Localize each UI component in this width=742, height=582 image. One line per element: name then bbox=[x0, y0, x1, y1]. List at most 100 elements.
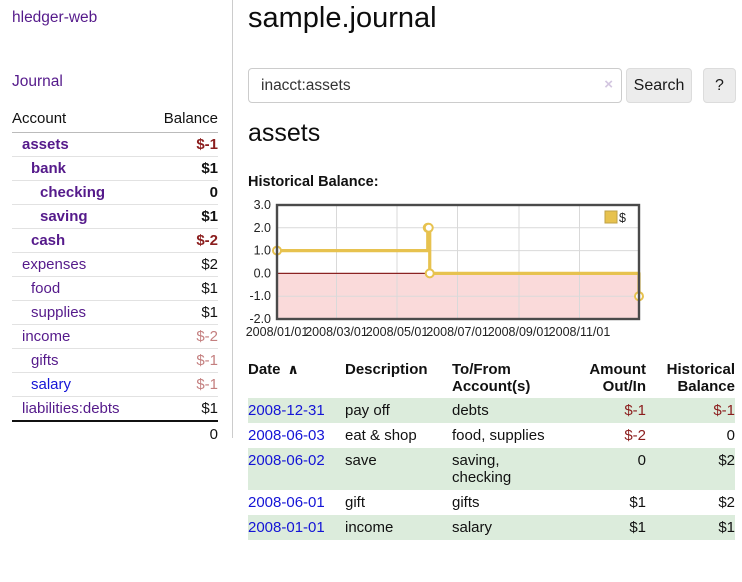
svg-text:3.0: 3.0 bbox=[254, 198, 271, 212]
sidebar-nav: Journal bbox=[12, 73, 218, 91]
register-date-cell: 2008-06-02 bbox=[248, 448, 345, 490]
svg-text:2008/03/01: 2008/03/01 bbox=[305, 325, 368, 339]
account-balance: $-2 bbox=[148, 324, 218, 349]
register-date-link[interactable]: 2008-01-01 bbox=[248, 519, 325, 536]
account-balance: $-1 bbox=[148, 348, 218, 373]
account-cell: liabilities:debts bbox=[12, 396, 149, 422]
account-link-food[interactable]: food bbox=[31, 280, 61, 297]
account-link-salary[interactable]: salary bbox=[31, 376, 72, 393]
accounts-total-value: 0 bbox=[148, 420, 218, 447]
register-date-cell: 2008-06-03 bbox=[248, 423, 345, 448]
account-heading: assets bbox=[248, 119, 321, 147]
clear-search-icon[interactable]: × bbox=[604, 76, 613, 93]
svg-text:2008/01/01: 2008/01/01 bbox=[246, 325, 309, 339]
account-balance: $2 bbox=[148, 252, 218, 277]
register-accounts-cell: food, supplies bbox=[452, 427, 545, 444]
account-link-cash[interactable]: cash bbox=[31, 232, 66, 249]
account-row: bank $1 bbox=[12, 156, 218, 181]
account-cell: bank bbox=[12, 156, 149, 181]
account-cell: gifts bbox=[12, 348, 149, 373]
register-header-description: Description bbox=[345, 361, 428, 378]
account-row: food $1 bbox=[12, 276, 218, 301]
register-accounts-cell: salary bbox=[452, 519, 493, 536]
svg-text:2008/11/01: 2008/11/01 bbox=[549, 325, 611, 339]
account-balance: 0 bbox=[148, 180, 218, 205]
account-cell: income bbox=[12, 324, 149, 349]
account-cell: checking bbox=[12, 180, 149, 205]
account-balance: $1 bbox=[148, 396, 218, 422]
account-row: assets $-1 bbox=[12, 132, 218, 157]
account-balance: $1 bbox=[148, 276, 218, 301]
svg-text:2008/05/01: 2008/05/01 bbox=[366, 325, 429, 339]
account-link-liabilities-debts[interactable]: liabilities:debts bbox=[22, 400, 120, 417]
help-button[interactable]: ? bbox=[703, 68, 736, 103]
account-row: income $-2 bbox=[12, 324, 218, 349]
register-amount-cell: $1 bbox=[629, 494, 646, 511]
accounts-header-balance: Balance bbox=[148, 108, 218, 133]
svg-text:$: $ bbox=[619, 211, 626, 225]
register-balance-cell: $2 bbox=[718, 494, 735, 511]
journal-nav-link[interactable]: Journal bbox=[12, 73, 63, 90]
accounts-total-row: 0 bbox=[12, 420, 218, 447]
register-amount-cell: $1 bbox=[629, 519, 646, 536]
main-content: sample.journal × Search ? assets Histori… bbox=[246, 0, 742, 582]
svg-text:2008/09/01: 2008/09/01 bbox=[488, 325, 551, 339]
account-balance: $1 bbox=[148, 204, 218, 229]
svg-text:2008/07/01: 2008/07/01 bbox=[426, 325, 489, 339]
account-link-bank[interactable]: bank bbox=[31, 160, 67, 177]
account-cell: food bbox=[12, 276, 149, 301]
register-accounts-cell: saving, checking bbox=[452, 452, 512, 486]
register-amount-cell: $-2 bbox=[624, 427, 646, 444]
account-link-expenses[interactable]: expenses bbox=[22, 256, 87, 273]
register-row: 2008-12-31 pay off debts $-1 $-1 bbox=[248, 398, 735, 423]
account-balance: $-2 bbox=[148, 228, 218, 253]
register-header-row: Date ∧ Description To/From Account(s) Amount… bbox=[248, 358, 735, 398]
account-cell: supplies bbox=[12, 300, 149, 325]
register-header-amount-out-in: Amount Out/In bbox=[589, 361, 646, 395]
register-header-date[interactable]: Date ∧ bbox=[248, 361, 299, 378]
svg-text:-1.0: -1.0 bbox=[249, 289, 271, 303]
register-date-link[interactable]: 2008-12-31 bbox=[248, 402, 325, 419]
accounts-total-spacer bbox=[12, 420, 149, 447]
brand: hledger-web bbox=[12, 9, 218, 27]
account-cell: salary bbox=[12, 372, 149, 397]
register-date-link[interactable]: 2008-06-01 bbox=[248, 494, 325, 511]
register-amount-cell: $-1 bbox=[624, 402, 646, 419]
svg-text:0.0: 0.0 bbox=[254, 266, 271, 280]
register-date-link[interactable]: 2008-06-03 bbox=[248, 427, 325, 444]
chart-svg: $3.0 2.0 1.0 0.0 -1.0 -2.02008/01/012008/03/0… bbox=[246, 198, 644, 339]
account-balance: $-1 bbox=[148, 132, 218, 157]
svg-text:2.0: 2.0 bbox=[254, 221, 271, 235]
svg-text:1.0: 1.0 bbox=[254, 244, 271, 258]
register-row: 2008-06-03 eat & shop food, supplies $-2 0 bbox=[248, 423, 735, 448]
register-balance-cell: $1 bbox=[718, 519, 735, 536]
account-link-gifts[interactable]: gifts bbox=[31, 352, 59, 369]
search-input[interactable] bbox=[248, 68, 622, 103]
account-link-checking[interactable]: checking bbox=[40, 184, 106, 201]
account-row: supplies $1 bbox=[12, 300, 218, 325]
register-date-link[interactable]: 2008-06-02 bbox=[248, 452, 325, 469]
account-link-saving[interactable]: saving bbox=[40, 208, 88, 225]
register-row: 2008-01-01 income salary $1 $1 bbox=[248, 515, 735, 540]
account-row: gifts $-1 bbox=[12, 348, 218, 373]
account-balance: $1 bbox=[148, 156, 218, 181]
sidebar: hledger-web Journal Account Balance asse… bbox=[0, 0, 233, 447]
account-row: cash $-2 bbox=[12, 228, 218, 253]
register-description-cell: save bbox=[345, 452, 377, 469]
account-link-assets[interactable]: assets bbox=[22, 136, 69, 153]
account-link-supplies[interactable]: supplies bbox=[31, 304, 87, 321]
brand-link[interactable]: hledger-web bbox=[12, 9, 98, 26]
register-balance-cell: 0 bbox=[726, 427, 735, 444]
register-amount-cell: 0 bbox=[637, 452, 646, 469]
register-header-to-from-account-s-: To/From Account(s) bbox=[452, 361, 531, 395]
register-date-cell: 2008-01-01 bbox=[248, 515, 345, 540]
account-row: salary $-1 bbox=[12, 372, 218, 397]
accounts-header-row: Account Balance bbox=[12, 108, 218, 133]
sort-ascending-icon: ∧ bbox=[287, 361, 299, 377]
search-button[interactable]: Search bbox=[626, 68, 692, 103]
register-header-historical-balance: Historical Balance bbox=[666, 361, 735, 395]
chart-title: Historical Balance: bbox=[248, 174, 379, 190]
account-balance: $1 bbox=[148, 300, 218, 325]
search-input-wrap: × bbox=[248, 68, 622, 103]
account-link-income[interactable]: income bbox=[22, 328, 71, 345]
